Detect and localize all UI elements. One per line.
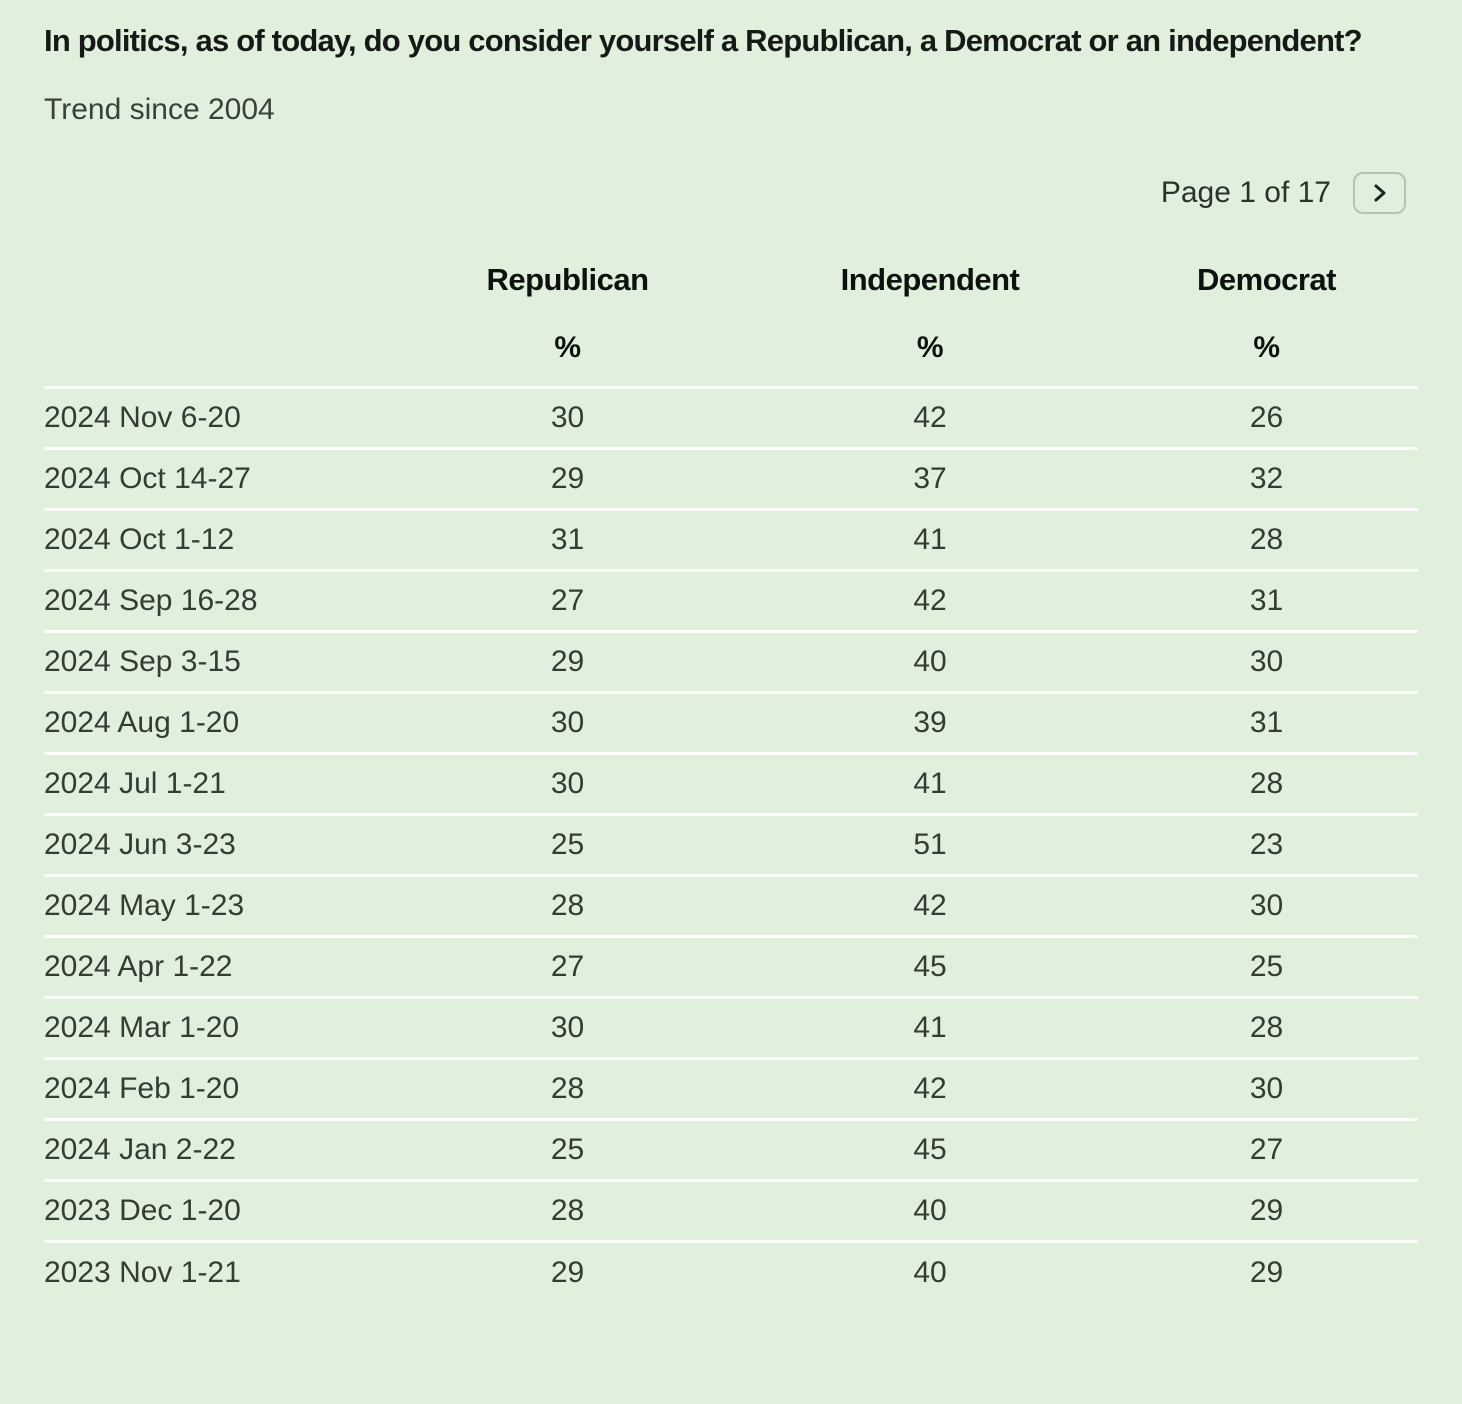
table-row: 2024 Sep 3-15 29 40 30 [44,631,1418,693]
unit-header-republican: % [554,331,581,364]
row-value-republican: 28 [550,889,585,922]
row-value-republican: 25 [550,828,585,861]
row-date: 2024 Jul 1-21 [44,767,226,800]
row-date: 2023 Nov 1-21 [44,1255,241,1289]
page-subtitle: Trend since 2004 [44,93,275,126]
corner-cell [44,310,390,388]
row-value-republican: 25 [550,1133,585,1166]
column-header-democrat: Democrat [1197,262,1337,297]
row-value-republican: 28 [550,1194,585,1227]
table-row: 2024 Oct 14-27 29 37 32 [44,448,1418,510]
chevron-right-icon [1371,182,1389,204]
row-value-republican: 28 [550,1072,585,1105]
row-date: 2024 Mar 1-20 [44,1011,240,1044]
row-value-independent: 41 [913,1011,947,1044]
row-value-independent: 42 [913,584,947,617]
row-date: 2024 Nov 6-20 [44,401,241,434]
table-row: 2024 Jun 3-23 25 51 23 [44,814,1418,876]
row-date: 2024 May 1-23 [44,889,245,922]
row-value-independent: 42 [913,889,947,922]
row-value-democrat: 30 [1249,889,1284,922]
table-row: 2024 Apr 1-22 27 45 25 [44,936,1418,998]
row-value-independent: 45 [913,1133,947,1166]
row-date: 2024 Apr 1-22 [44,950,233,983]
table-row: 2024 Mar 1-20 30 41 28 [44,997,1418,1059]
table-row: 2024 Oct 1-12 31 41 28 [44,509,1418,571]
table-header: Republican Independent Democrat % % % [44,250,1418,388]
column-header-independent: Independent [840,262,1020,297]
table-row: 2024 Feb 1-20 28 42 30 [44,1058,1418,1120]
row-value-democrat: 31 [1249,706,1284,739]
row-value-democrat: 28 [1249,767,1284,800]
row-value-republican: 27 [550,950,585,983]
table-body: 2024 Nov 6-20 30 42 26 2024 Oct 14-27 29 37 32 2… [44,387,1418,1303]
corner-cell [44,250,390,310]
row-value-independent: 41 [913,767,947,800]
row-value-democrat: 29 [1249,1194,1284,1227]
row-date: 2024 Sep 16-28 [44,584,258,617]
row-value-republican: 30 [550,706,585,739]
row-value-independent: 40 [913,1194,947,1227]
page-title: In politics, as of today, do you conside… [44,23,1363,58]
row-value-republican: 29 [550,462,585,495]
table-row: 2024 May 1-23 28 42 30 [44,875,1418,937]
row-value-democrat: 32 [1249,462,1284,495]
row-date: 2024 Oct 1-12 [44,523,235,556]
row-value-republican: 27 [550,584,585,617]
column-header-republican: Republican [486,262,649,297]
row-value-republican: 30 [550,767,585,800]
pagination-label: Page 1 of 17 [1160,176,1331,209]
table-row: 2024 Jul 1-21 30 41 28 [44,753,1418,815]
next-page-button[interactable] [1353,172,1406,214]
row-value-independent: 40 [913,1255,947,1289]
row-value-independent: 37 [913,462,947,495]
row-value-democrat: 25 [1249,950,1284,983]
row-value-democrat: 27 [1249,1133,1284,1166]
row-date: 2024 Oct 14-27 [44,462,251,495]
row-value-republican: 31 [550,523,585,556]
row-value-democrat: 28 [1249,523,1284,556]
row-value-democrat: 23 [1249,828,1284,861]
pagination: Page 1 of 17 [44,172,1418,214]
row-date: 2024 Jun 3-23 [44,828,236,861]
row-value-republican: 29 [550,645,585,678]
table-row: 2023 Dec 1-20 28 40 29 [44,1180,1418,1242]
unit-header-democrat: % [1253,331,1280,364]
row-date: 2024 Sep 3-15 [44,645,241,678]
table-row: 2023 Nov 1-21 29 40 29 [44,1241,1418,1303]
row-value-independent: 42 [913,401,947,434]
row-value-democrat: 29 [1249,1255,1284,1289]
table-row: 2024 Aug 1-20 30 39 31 [44,692,1418,754]
row-value-republican: 30 [550,401,585,434]
row-value-democrat: 28 [1249,1011,1284,1044]
row-value-independent: 39 [913,706,947,739]
row-value-republican: 30 [550,1011,585,1044]
table-row: 2024 Jan 2-22 25 45 27 [44,1119,1418,1181]
row-value-independent: 40 [913,645,947,678]
row-value-republican: 29 [550,1255,585,1289]
party-affiliation-table: Republican Independent Democrat % % % 20… [44,250,1418,1303]
row-value-independent: 42 [913,1072,947,1105]
row-date: 2024 Feb 1-20 [44,1072,240,1105]
row-date: 2024 Aug 1-20 [44,706,240,739]
row-value-democrat: 30 [1249,1072,1284,1105]
row-value-independent: 41 [913,523,947,556]
row-value-democrat: 30 [1249,645,1284,678]
row-value-democrat: 31 [1249,584,1284,617]
row-value-democrat: 26 [1249,401,1284,434]
row-date: 2023 Dec 1-20 [44,1194,241,1227]
unit-header-independent: % [916,331,944,364]
table-row: 2024 Nov 6-20 30 42 26 [44,387,1418,449]
table-row: 2024 Sep 16-28 27 42 31 [44,570,1418,632]
row-value-independent: 51 [913,828,947,861]
row-date: 2024 Jan 2-22 [44,1133,236,1166]
row-value-independent: 45 [913,950,947,983]
